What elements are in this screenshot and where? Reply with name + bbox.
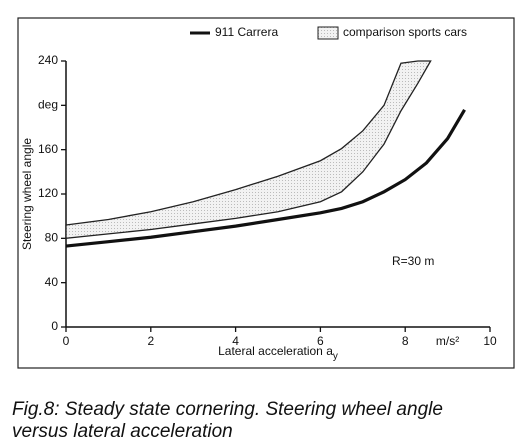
- band: [65, 60, 432, 240]
- y-tick-label: 0: [51, 319, 58, 333]
- legend-label: comparison sports cars: [343, 25, 467, 39]
- x-tick-label: m/s²: [436, 334, 459, 348]
- x-tick-label: 2: [147, 334, 154, 348]
- y-tick-label: 160: [38, 142, 58, 156]
- x-tick-label: 6: [317, 334, 324, 348]
- legend-label: 911 Carrera: [215, 25, 278, 39]
- x-tick-label: 0: [63, 334, 70, 348]
- x-tick-label: 8: [402, 334, 409, 348]
- y-tick-label: 240: [38, 53, 58, 67]
- y-axis-label: Steering wheel angle: [20, 138, 34, 250]
- caption: versus lateral acceleration: [12, 421, 233, 442]
- x-axis-label: Lateral acceleration ay: [218, 344, 338, 361]
- line: [65, 108, 466, 248]
- x-axis-label-text: Lateral acceleration a: [218, 344, 333, 358]
- legend-swatch: [317, 26, 339, 40]
- x-axis-label-subscript: y: [333, 351, 338, 362]
- y-tick-label: 120: [38, 186, 58, 200]
- y-tick-label: 40: [45, 275, 59, 289]
- caption: Fig.8: Steady state cornering. Steering …: [12, 399, 443, 420]
- y-tick-label: 80: [45, 231, 59, 245]
- annotation: R=30 m: [392, 254, 434, 268]
- y-tick-label: deg: [38, 98, 58, 112]
- x-tick-label: 4: [232, 334, 239, 348]
- frame: [17, 17, 515, 369]
- x-tick-label: 10: [483, 334, 497, 348]
